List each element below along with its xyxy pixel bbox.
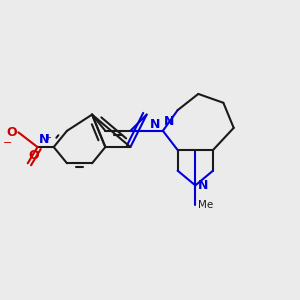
Text: N: N <box>150 118 160 130</box>
Text: O: O <box>6 126 17 139</box>
Text: +: + <box>44 133 51 142</box>
Text: N: N <box>164 116 175 128</box>
Text: O: O <box>28 149 39 162</box>
Text: N: N <box>39 133 49 146</box>
Text: N: N <box>198 179 209 192</box>
Text: −: − <box>2 138 12 148</box>
Text: Me: Me <box>198 200 214 210</box>
